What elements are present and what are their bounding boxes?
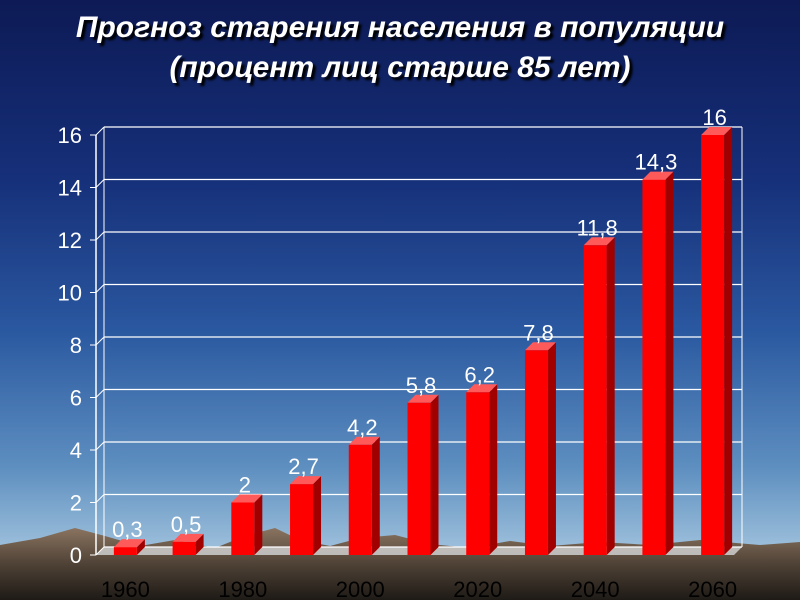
data-label: 4,2 [347, 415, 378, 440]
data-label: 0,5 [171, 512, 202, 537]
x-tick-label: 1980 [218, 577, 267, 600]
bar-front [113, 547, 137, 555]
bar [172, 533, 204, 555]
data-label: 2,7 [288, 454, 319, 479]
y-tick-label: 10 [58, 281, 82, 306]
bar [407, 394, 439, 555]
chart-subtitle: (процент лиц старше 85 лет) [169, 51, 631, 84]
bars [113, 127, 733, 555]
bar [348, 436, 380, 555]
bar-side [606, 237, 615, 555]
data-labels: 0,3 0,5 2 2,7 4,2 5,8 6,2 7,8 11,8 14,3 16 [112, 105, 727, 542]
bar-side [547, 342, 556, 555]
bar-side [195, 533, 204, 555]
gridline-diagonal [95, 231, 105, 241]
bar-side [489, 384, 498, 555]
bar [290, 476, 322, 555]
bar [583, 237, 615, 555]
gridline-diagonal [95, 179, 105, 188]
y-tick-label: 16 [58, 123, 82, 148]
data-label: 7,8 [523, 320, 554, 345]
gridline-diagonal [95, 336, 105, 346]
bar-front [466, 392, 490, 555]
chart-title: Прогноз старения населения в популяции [75, 11, 725, 44]
bar-side [136, 539, 145, 555]
bar-side [371, 436, 380, 555]
y-axis-ticks: 0 2 4 6 8 10 12 14 16 [58, 123, 82, 568]
y-tick-label: 6 [70, 386, 82, 411]
data-label: 14,3 [634, 150, 677, 175]
y-tick-label: 0 [70, 543, 82, 568]
gridline-diagonal [95, 546, 105, 556]
bar-front [642, 179, 666, 555]
bar [113, 539, 145, 555]
data-label: 5,8 [406, 373, 437, 398]
bar-top [642, 171, 674, 180]
y-tick-label: 8 [70, 333, 82, 358]
bar-front [407, 402, 431, 555]
bar-top [290, 476, 322, 485]
x-tick-label: 2040 [571, 577, 620, 600]
bar [466, 384, 498, 555]
x-tick-label: 2000 [336, 577, 385, 600]
bar-top [466, 384, 498, 393]
data-label: 0,3 [112, 517, 143, 542]
bar-side [430, 394, 439, 555]
x-tick-label: 2060 [688, 577, 737, 600]
bar-front [231, 502, 255, 555]
bar-top [172, 533, 204, 542]
bar-side [313, 476, 322, 555]
data-label: 2 [239, 473, 251, 498]
bar-top [231, 494, 263, 503]
bar-top [348, 436, 380, 445]
bar-front [348, 444, 372, 555]
y-tick-label: 12 [58, 228, 82, 253]
gridline-diagonal [95, 284, 105, 293]
data-label: 11,8 [577, 215, 618, 240]
bar-front [524, 350, 548, 555]
x-tick-label: 2020 [453, 577, 502, 600]
bar-front [701, 135, 725, 555]
bar-top [407, 394, 439, 403]
bar-front [172, 541, 196, 555]
bar-top [113, 539, 145, 548]
chart-title-block: Прогноз старения населения в популяции (… [0, 8, 800, 88]
x-axis-ticks: 1960 1980 2000 2020 2040 2060 [101, 577, 737, 600]
y-tick-label: 2 [70, 491, 82, 516]
bar-top [701, 127, 733, 135]
bar-side [665, 171, 674, 555]
data-label: 6,2 [464, 362, 495, 387]
bar-top [583, 237, 615, 246]
gridline-diagonal [95, 389, 105, 398]
bar [231, 494, 263, 555]
x-tick-label: 1960 [101, 577, 150, 600]
y-tick-label: 4 [70, 438, 82, 463]
bar [642, 171, 674, 555]
y-tick-label: 14 [58, 176, 82, 201]
data-label: 16 [702, 105, 726, 130]
gridline-diagonal [95, 494, 105, 503]
gridline-diagonal [95, 126, 105, 136]
bar-front [583, 245, 607, 555]
bar-side [724, 127, 733, 555]
bar-top [524, 342, 556, 351]
gridline-diagonal [95, 441, 105, 451]
bar-side [254, 494, 263, 555]
bar [701, 127, 733, 555]
bar-front [290, 484, 314, 555]
bar [524, 342, 556, 555]
